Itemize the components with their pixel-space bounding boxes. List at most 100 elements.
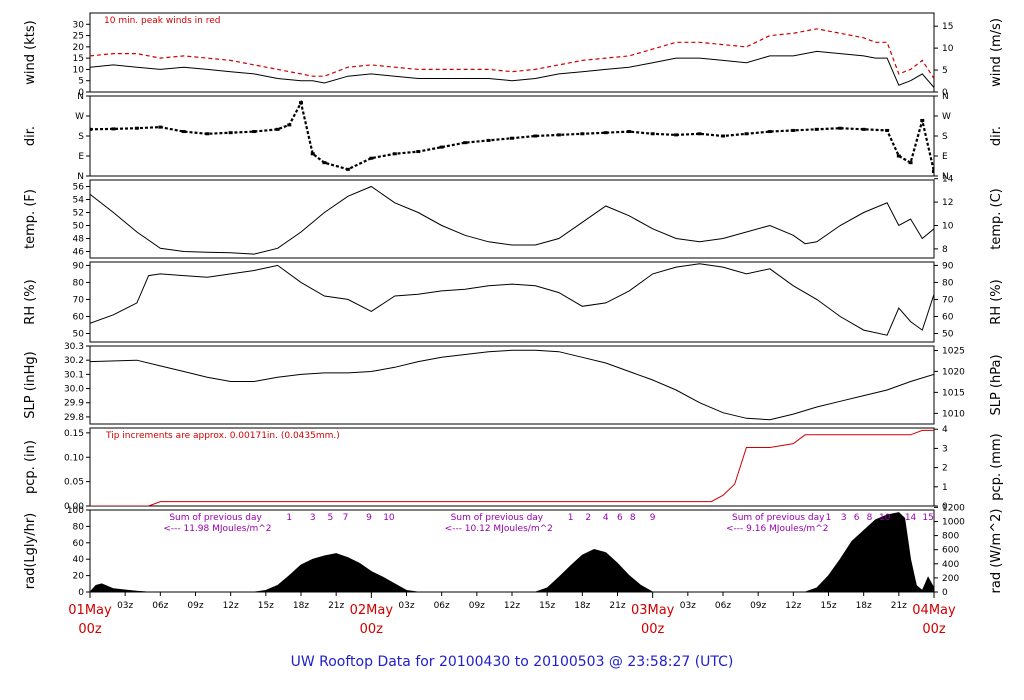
x-tick-label: 15z xyxy=(258,601,274,611)
pcp-ytick-right-label: 4 xyxy=(942,425,948,435)
series-slp xyxy=(90,350,934,419)
x-tick-label: 09z xyxy=(187,601,203,611)
pcp-ylabel-right: pcp. (mm) xyxy=(989,433,1004,500)
series-point-dir xyxy=(932,170,936,173)
day-label: 01May xyxy=(68,603,112,618)
rad-hour-label: 9 xyxy=(650,513,656,523)
x-tick-label: 09z xyxy=(750,601,766,611)
slp-ytick-right-label: 1020 xyxy=(942,367,965,377)
x-axis: 03z 06z 09z 12z 15z 18z 21z 03z 06z 09z 12z 15z 18z 2… xyxy=(68,592,956,637)
pcp-series-group xyxy=(90,430,934,506)
temp-ytick-right-label: 8 xyxy=(942,245,948,255)
rad-ytick-label: 20 xyxy=(73,572,85,582)
slp-ytick-label: 30.3 xyxy=(64,342,84,352)
rad-hour-label: 1 xyxy=(568,513,574,523)
rad-hour-label: 1 xyxy=(286,513,292,523)
slp-ylabel: SLP (inHg) xyxy=(23,351,38,419)
temp-ytick-label: 52 xyxy=(73,209,84,219)
rh-ytick-label: 90 xyxy=(73,261,85,271)
x-tick-label: 21z xyxy=(609,601,625,611)
dir-ytick-right-label: N xyxy=(942,92,949,102)
series-pcp xyxy=(90,430,934,506)
slp-ytick-label: 30.1 xyxy=(64,370,84,380)
rad-annotation-line2: <--- 9.16 MJoules/m^2 xyxy=(726,524,828,534)
day-label: 03May xyxy=(631,603,675,618)
dir-ytick-right-label: S xyxy=(942,132,948,142)
rad-ytick-right-label: 1000 xyxy=(942,517,965,527)
x-tick-label: 12z xyxy=(785,601,801,611)
wind-ytick-label: 30 xyxy=(73,20,85,30)
panel-dir: NESWNNESWNdir. dir. xyxy=(23,92,1004,182)
x-tick-label: 03z xyxy=(680,601,696,611)
x-tick-label: 09z xyxy=(469,601,485,611)
x-tick-label: 03z xyxy=(117,601,133,611)
slp-ytick-right-label: 1025 xyxy=(942,347,965,357)
rad-hour-label: 5 xyxy=(327,513,333,523)
series-dir xyxy=(90,103,934,172)
rad-hour-label: 4 xyxy=(603,513,609,523)
rad-hour-label: 10 xyxy=(383,513,395,523)
rh-ylabel-right: RH (%) xyxy=(989,279,1004,324)
rad-annotation-line1: Sum of previous day xyxy=(732,513,825,523)
dir-frame xyxy=(90,96,934,176)
rh-ytick-right-label: 90 xyxy=(942,261,954,271)
rh-ylabel: RH (%) xyxy=(23,279,38,324)
pcp-annotation: Tip increments are approx. 0.00171in. (0… xyxy=(105,431,340,441)
rh-ytick-right-label: 70 xyxy=(942,295,954,305)
panel-rh: 50 60 70 80 90 50 60 70 80 90 RH (%) RH (%) xyxy=(23,261,1004,342)
temp-ytick-label: 56 xyxy=(73,183,85,193)
slp-ytick-label: 30.2 xyxy=(64,356,84,366)
rad-annotation-line2: <--- 10.12 MJoules/m^2 xyxy=(445,524,553,534)
x-tick-label: 18z xyxy=(574,601,590,611)
pcp-ytick-right-label: 1 xyxy=(942,483,948,493)
pcp-ytick-right-label: 2 xyxy=(942,464,948,474)
rad-annotation-line1: Sum of previous day xyxy=(451,513,544,523)
rh-ytick-label: 70 xyxy=(73,295,85,305)
rh-series-group xyxy=(90,264,934,336)
panel-temp: 4648505254568101214temp. (F) temp. (C) xyxy=(23,175,1004,258)
slp-ytick-label: 30.0 xyxy=(64,385,84,395)
rad-ytick-right-label: 600 xyxy=(942,546,959,556)
slp-series-group xyxy=(90,350,934,419)
rad-hour-label: 3 xyxy=(310,513,316,523)
rad-hour-label: 9 xyxy=(366,513,372,523)
rad-hour-label: 2 xyxy=(585,513,591,523)
rh-ytick-label: 60 xyxy=(73,312,85,322)
temp-ytick-right-label: 12 xyxy=(942,198,953,208)
wind-ytick-right-label: 10 xyxy=(942,44,954,54)
day-label-time: 00z xyxy=(641,622,665,637)
dir-ytick-right-label: W xyxy=(942,112,951,122)
wind-ytick-label: 10 xyxy=(73,65,85,75)
day-label: 02May xyxy=(350,603,394,618)
slp-ytick-right-label: 1015 xyxy=(942,388,965,398)
day-label-time: 00z xyxy=(922,622,946,637)
rad-hour-label: 10 xyxy=(879,513,891,523)
dir-ylabel: dir. xyxy=(23,126,38,146)
temp-ytick-label: 48 xyxy=(73,235,85,245)
wind-ylabel-right: wind (m/s) xyxy=(989,18,1004,87)
temp-ylabel: temp. (F) xyxy=(23,189,38,249)
dir-ytick-right-label: E xyxy=(942,152,948,162)
slp-frame xyxy=(90,346,934,424)
wind-series-group xyxy=(90,29,934,88)
rad-hour-label: 1 xyxy=(826,513,832,523)
page-title: UW Rooftop Data for 20100430 to 20100503… xyxy=(291,654,734,670)
rh-frame xyxy=(90,262,934,342)
slp-ytick-right-label: 1010 xyxy=(942,409,965,419)
series-wind xyxy=(90,51,934,87)
series-temp xyxy=(90,187,934,255)
rad-ytick-right-label: 200 xyxy=(942,574,959,584)
rad-hour-label: 6 xyxy=(854,513,860,523)
dir-series-group xyxy=(88,101,936,173)
pcp-ytick-label: 0.05 xyxy=(64,478,84,488)
x-tick-label: 15z xyxy=(539,601,555,611)
wind-annotation: 10 min. peak winds in red xyxy=(104,16,221,26)
x-tick-label: 06z xyxy=(152,601,168,611)
pcp-ytick-right-label: 3 xyxy=(942,444,948,454)
wind-ytick-label: 5 xyxy=(78,77,84,87)
panel-rad: 020406080100020040060080010001200rad(Lgl… xyxy=(23,503,1004,598)
rad-ytick-label: 40 xyxy=(73,555,85,565)
rad-hour-label: 14 xyxy=(905,513,917,523)
